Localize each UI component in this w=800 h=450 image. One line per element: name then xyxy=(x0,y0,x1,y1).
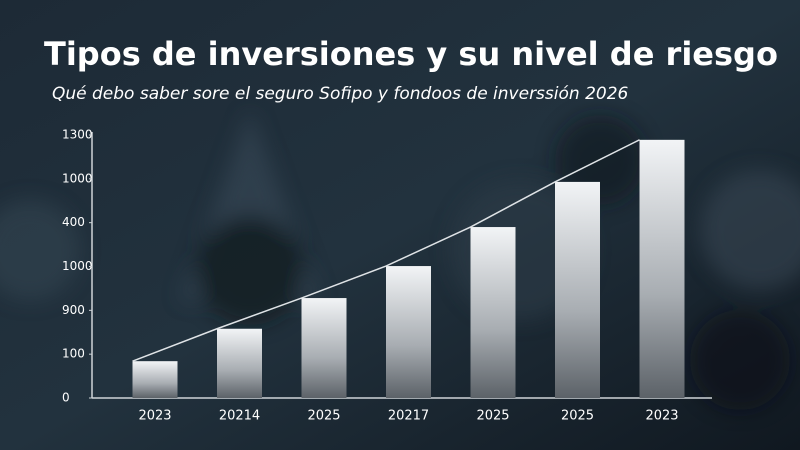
x-tick-label: 2025 xyxy=(307,409,340,424)
bar xyxy=(470,227,516,398)
bar xyxy=(301,298,347,398)
y-tick-label: 1000 xyxy=(62,259,93,273)
trend-line xyxy=(132,139,640,362)
y-tick-label: 400 xyxy=(62,215,85,229)
x-tick-label: 2025 xyxy=(561,409,594,424)
x-tick-label: 2025 xyxy=(476,409,509,424)
bar xyxy=(555,181,600,398)
x-tick-label: 20217 xyxy=(388,409,429,424)
y-tick-label: 900 xyxy=(62,303,85,317)
chart-title: Tipos de inversiones y su nivel de riesg… xyxy=(44,35,778,73)
y-tick-label: 0 xyxy=(62,391,70,405)
y-tick-label: 100 xyxy=(62,347,85,361)
bar xyxy=(639,139,685,399)
bar xyxy=(132,361,178,398)
y-tick-label: 1300 xyxy=(62,128,93,142)
bar xyxy=(386,266,431,398)
x-tick-label: 2023 xyxy=(138,409,171,424)
y-tick-label: 1000 xyxy=(62,171,93,185)
background-shapes xyxy=(0,110,800,410)
bar xyxy=(217,328,262,398)
x-tick-label: 2023 xyxy=(645,409,678,424)
chart-subtitle: Qué debo saber sore el seguro Sofipo y f… xyxy=(52,84,629,104)
x-tick-label: 20214 xyxy=(219,409,260,424)
